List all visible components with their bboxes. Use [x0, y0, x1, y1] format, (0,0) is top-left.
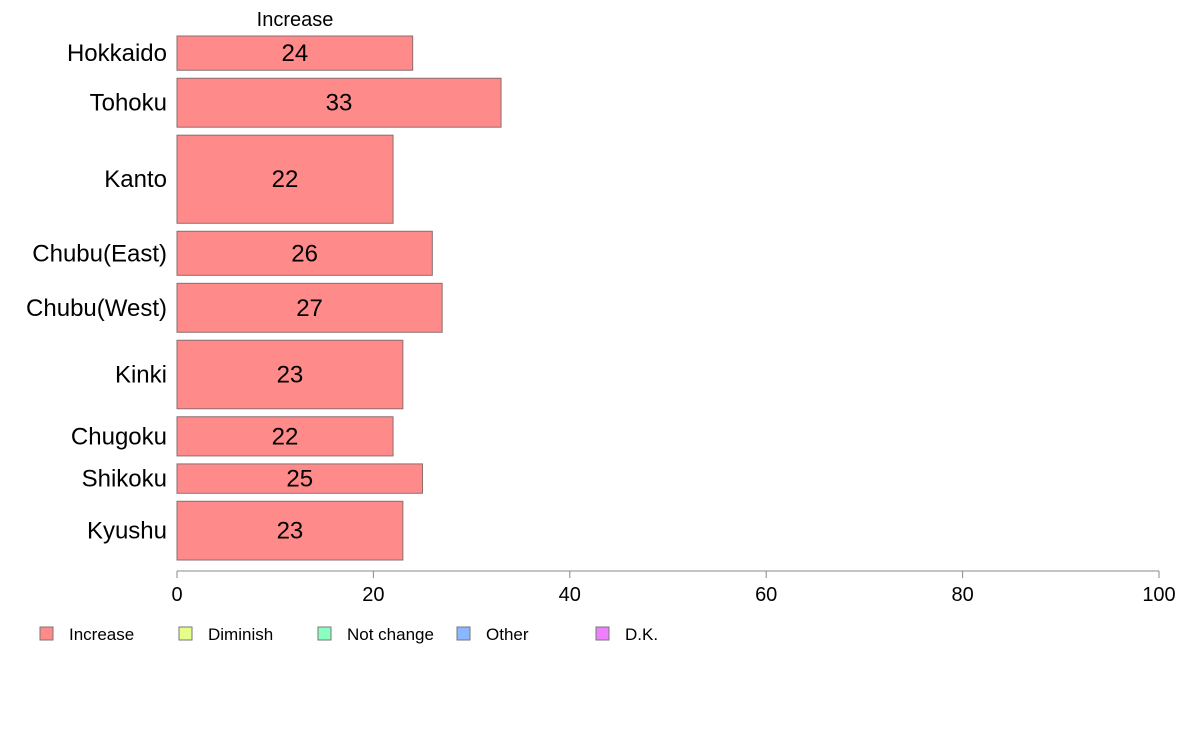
x-tick-label: 100 — [1142, 584, 1175, 606]
category-label: Hokkaido — [67, 40, 167, 67]
legend-label: Diminish — [208, 625, 273, 644]
legend-label: D.K. — [625, 625, 658, 644]
bar-kanto-increase — [176, 134, 394, 224]
bar-kyushu-increase — [176, 500, 404, 561]
category-label: Tohoku — [90, 90, 167, 117]
category-label: Kanto — [104, 166, 167, 193]
category-label: Chugoku — [71, 423, 167, 450]
legend-label: Not change — [347, 625, 434, 644]
x-tick-label: 40 — [559, 584, 581, 606]
category-label: Kinki — [115, 362, 167, 389]
bar-chubu-east--increase — [176, 230, 433, 276]
bar-tohoku-increase — [176, 77, 502, 128]
bar-kinki-increase — [176, 339, 404, 410]
bar-value-label: 22 — [272, 423, 299, 450]
category-label: Kyushu — [87, 518, 167, 545]
legend-swatch — [456, 626, 471, 641]
bar-shikoku-increase — [176, 463, 423, 494]
bar-value-label: 22 — [272, 166, 299, 193]
bar-hokkaido-increase — [176, 35, 414, 71]
x-tick-label: 0 — [171, 584, 182, 606]
bar-value-label: 23 — [277, 362, 304, 389]
bar-chubu-west--increase — [176, 282, 443, 333]
bars-group: 24 33 22 26 27 23 22 25 23 — [176, 35, 502, 561]
category-labels: Hokkaido Tohoku Kanto Chubu(East) Chubu(West… — [26, 40, 167, 545]
legend-swatch — [39, 626, 54, 641]
bar-value-label: 23 — [277, 518, 304, 545]
category-label: Chubu(West) — [26, 295, 167, 322]
x-tick-label: 60 — [755, 584, 777, 606]
x-axis: 0 20 40 60 80 100 — [171, 570, 1176, 606]
bar-value-label: 25 — [286, 466, 313, 493]
bar-value-label: 33 — [326, 90, 353, 117]
x-tick-label: 80 — [951, 584, 973, 606]
legend-swatch — [317, 626, 332, 641]
series-header-label: Increase — [257, 9, 334, 31]
x-tick-label: 20 — [362, 584, 384, 606]
bar-value-label: 24 — [281, 40, 308, 67]
legend-swatch — [178, 626, 193, 641]
bar-chugoku-increase — [176, 416, 394, 457]
legend-swatch — [595, 626, 610, 641]
bar-value-label: 26 — [291, 240, 318, 267]
legend: Increase Diminish Not change Other D.K. — [39, 625, 658, 644]
category-label: Chubu(East) — [32, 240, 167, 267]
bar-value-label: 27 — [296, 295, 323, 322]
category-label: Shikoku — [82, 466, 167, 493]
legend-label: Increase — [69, 625, 134, 644]
legend-label: Other — [486, 625, 529, 644]
